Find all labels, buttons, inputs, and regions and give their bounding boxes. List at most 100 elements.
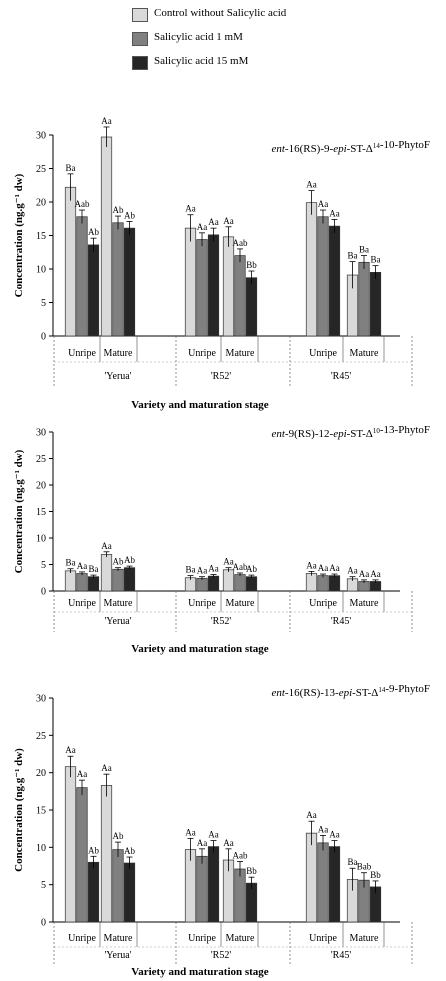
bar (305, 832, 318, 923)
bar (76, 787, 88, 923)
significance-label: Aa (347, 566, 358, 576)
y-tick-label: 20 (36, 481, 46, 492)
chart-title: ent-16(RS)-9-epi-ST-Δ14-10-PhytoF (271, 139, 430, 155)
bar (317, 575, 329, 592)
y-tick-label: 0 (41, 918, 46, 929)
legend-swatch-control (132, 8, 148, 22)
bar (87, 244, 100, 337)
variety-label: 'R45' (331, 371, 351, 382)
stage-label: Unripe (188, 933, 216, 944)
bar (222, 569, 235, 592)
bar (196, 577, 208, 592)
significance-label: Aab (233, 238, 248, 248)
bar (123, 567, 136, 592)
variety-label: 'Yerua' (104, 616, 131, 627)
y-tick-label: 5 (41, 880, 46, 891)
bar (87, 576, 100, 592)
y-tick-label: 30 (36, 694, 46, 705)
stage-label: Mature (226, 933, 255, 944)
stage-label: Unripe (68, 348, 96, 359)
significance-label: Aa (197, 566, 208, 576)
bar (234, 868, 246, 923)
y-tick-label: 30 (36, 428, 46, 439)
variety-label: 'R45' (331, 616, 351, 627)
significance-label: Aa (318, 563, 329, 573)
bar (87, 861, 100, 923)
y-tick-label: 15 (36, 806, 46, 817)
bar (328, 225, 341, 337)
bar (112, 222, 124, 337)
bar (76, 573, 88, 592)
legend-label-sa15: Salicylic acid 15 mM (154, 55, 249, 67)
y-tick-label: 5 (41, 560, 46, 571)
significance-label: Bb (370, 870, 381, 880)
y-axis-label: Concentration (ng.g⁻¹ dw) (13, 173, 25, 297)
x-axis-title: Variety and maturation stage (131, 643, 269, 655)
significance-label: Aa (329, 563, 340, 573)
significance-label: Bb (246, 260, 257, 270)
bar (328, 846, 341, 923)
significance-label: Bab (357, 862, 372, 872)
significance-label: Ba (348, 857, 358, 867)
significance-label: Ab (113, 831, 124, 841)
bar (245, 576, 258, 592)
y-axis-label: Concentration (ng.g⁻¹ dw) (13, 748, 25, 872)
significance-label: Ba (66, 163, 76, 173)
significance-label: Aa (197, 222, 208, 232)
bar (64, 766, 77, 923)
significance-label: Aab (75, 199, 90, 209)
significance-label: Ab (246, 564, 257, 574)
y-tick-label: 0 (41, 587, 46, 598)
variety-label: 'R45' (331, 950, 351, 961)
significance-label: Aa (101, 116, 112, 126)
significance-label: Ba (186, 565, 196, 575)
significance-label: Aa (370, 569, 381, 579)
significance-label: Aa (77, 561, 88, 571)
y-tick-label: 5 (41, 298, 46, 309)
bar (64, 570, 77, 592)
significance-label: Aa (329, 830, 340, 840)
significance-label: Aa (223, 557, 234, 567)
stage-label: Unripe (309, 348, 337, 359)
bar (196, 239, 208, 337)
bar (305, 202, 318, 337)
stage-label: Unripe (309, 598, 337, 609)
stage-label: Unripe (68, 598, 96, 609)
significance-label: Aa (101, 763, 112, 773)
stage-label: Mature (226, 348, 255, 359)
stage-label: Mature (350, 348, 379, 359)
significance-label: Aa (208, 217, 219, 227)
stage-label: Mature (104, 348, 133, 359)
y-tick-label: 10 (36, 534, 46, 545)
y-tick-label: 15 (36, 231, 46, 242)
bar (123, 862, 136, 923)
legend-swatch-sa1 (132, 32, 148, 46)
bar (112, 568, 124, 592)
bar (100, 554, 113, 592)
variety-label: 'Yerua' (104, 371, 131, 382)
bar (234, 255, 246, 337)
significance-label: Aa (329, 208, 340, 218)
bar (112, 849, 124, 923)
stage-label: Unripe (68, 933, 96, 944)
y-tick-label: 15 (36, 507, 46, 518)
x-axis-title: Variety and maturation stage (131, 399, 269, 411)
chart-title: ent-16(RS)-13-epi-ST-Δ14-9-PhytoF (271, 683, 430, 699)
stage-label: Mature (104, 933, 133, 944)
bar (369, 272, 382, 337)
significance-label: Ba (371, 255, 381, 265)
legend-swatch-sa15 (132, 56, 148, 70)
stage-label: Unripe (309, 933, 337, 944)
significance-label: Aa (223, 216, 234, 226)
significance-label: Aa (318, 824, 329, 834)
bar (328, 575, 341, 592)
bar (358, 261, 370, 337)
legend-label-control: Control without Salicylic acid (154, 7, 287, 19)
significance-label: Aa (318, 199, 329, 209)
bar (100, 785, 113, 923)
significance-label: Ab (124, 210, 135, 220)
bar (123, 227, 136, 337)
legend-label-sa1: Salicylic acid 1 mM (154, 31, 243, 43)
significance-label: Aa (359, 569, 370, 579)
significance-label: Aa (208, 830, 219, 840)
